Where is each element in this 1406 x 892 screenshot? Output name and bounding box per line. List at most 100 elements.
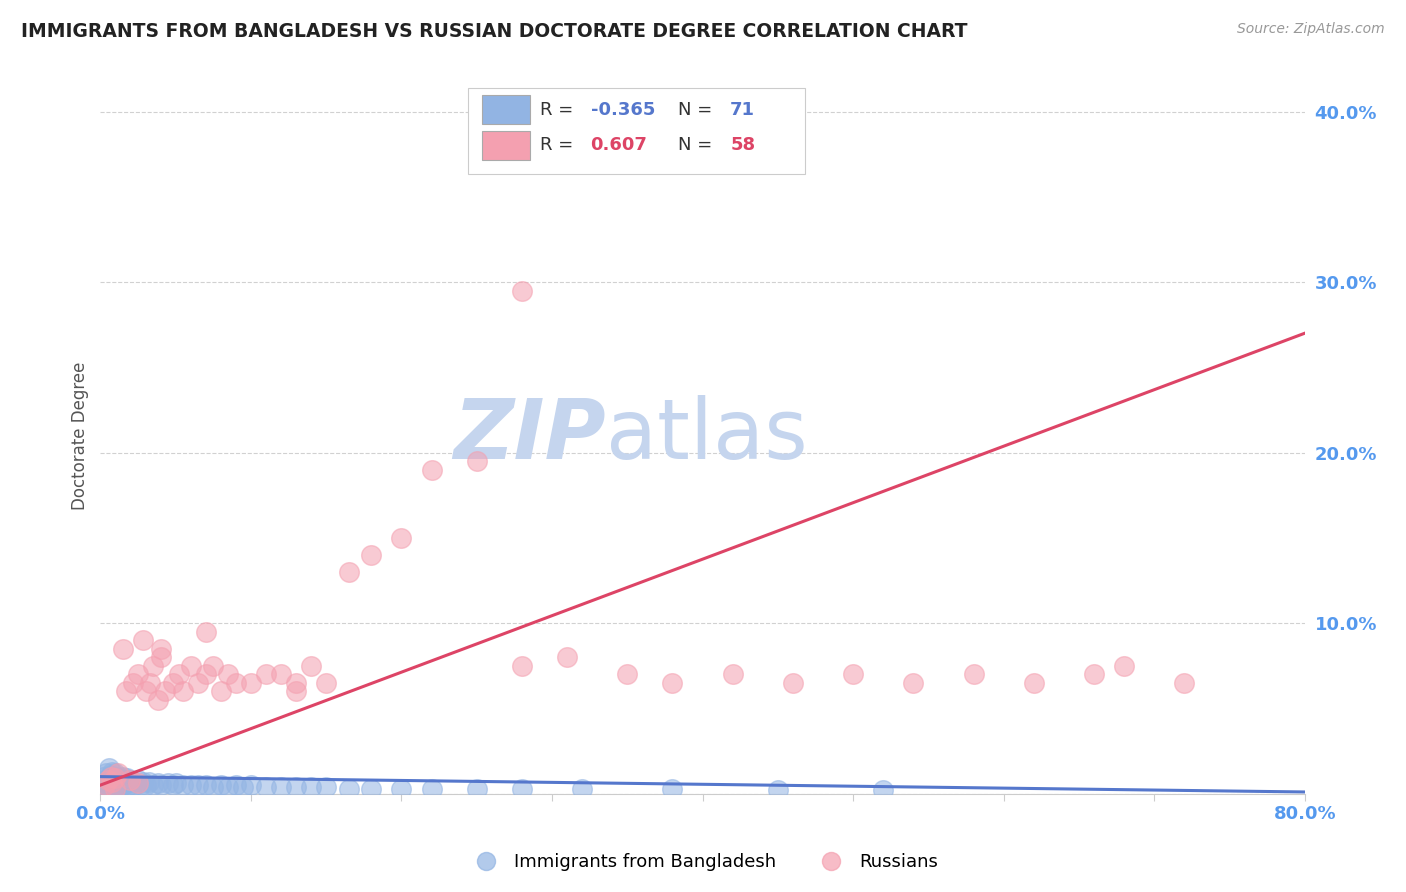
Point xyxy=(107,776,129,790)
Legend: Immigrants from Bangladesh, Russians: Immigrants from Bangladesh, Russians xyxy=(460,847,946,879)
Text: -0.365: -0.365 xyxy=(591,101,655,119)
Point xyxy=(100,778,122,792)
Text: atlas: atlas xyxy=(606,395,808,476)
Point xyxy=(510,284,533,298)
Point xyxy=(120,772,142,787)
Point xyxy=(157,776,180,790)
Point xyxy=(285,676,308,690)
Point xyxy=(97,780,120,794)
Point xyxy=(239,778,262,792)
Point xyxy=(225,676,247,690)
Point xyxy=(962,667,984,681)
Point xyxy=(285,780,308,794)
Point xyxy=(104,781,127,796)
Point xyxy=(315,676,337,690)
Point xyxy=(217,780,239,794)
Point xyxy=(162,676,184,690)
Point xyxy=(97,772,120,786)
Point xyxy=(766,783,789,797)
Point xyxy=(209,778,232,792)
Point xyxy=(420,463,443,477)
Point xyxy=(124,778,146,792)
Point xyxy=(661,781,683,796)
Point xyxy=(96,766,118,780)
Y-axis label: Doctorate Degree: Doctorate Degree xyxy=(72,361,89,509)
Point xyxy=(100,768,122,782)
Point xyxy=(162,778,184,792)
Point xyxy=(115,776,138,790)
Point xyxy=(239,676,262,690)
Point xyxy=(139,676,162,690)
Point xyxy=(315,780,337,794)
Point xyxy=(138,774,160,789)
Point xyxy=(153,684,176,698)
Text: N =: N = xyxy=(679,101,718,119)
Point xyxy=(131,774,153,789)
Point xyxy=(165,776,187,790)
Point xyxy=(465,781,488,796)
Point xyxy=(270,780,292,794)
Point xyxy=(194,667,217,681)
Text: R =: R = xyxy=(540,101,579,119)
Point xyxy=(465,454,488,468)
Text: R =: R = xyxy=(540,136,585,154)
Point xyxy=(104,774,127,789)
Point xyxy=(172,684,194,698)
Point xyxy=(299,780,322,794)
Point xyxy=(254,667,277,681)
Point xyxy=(101,774,124,789)
Point xyxy=(110,776,132,790)
Point xyxy=(122,676,145,690)
Point xyxy=(270,667,292,681)
Point xyxy=(903,676,925,690)
Point xyxy=(107,770,129,784)
Point xyxy=(167,667,190,681)
Point xyxy=(90,778,112,792)
Point xyxy=(97,772,120,787)
Point xyxy=(337,565,360,579)
Point xyxy=(232,780,254,794)
Text: 0.607: 0.607 xyxy=(591,136,647,154)
Point xyxy=(105,772,128,786)
Point xyxy=(101,776,124,790)
Point xyxy=(194,778,217,792)
Point xyxy=(571,781,593,796)
Text: ZIP: ZIP xyxy=(454,395,606,476)
Point xyxy=(96,776,118,790)
Point xyxy=(1022,676,1045,690)
Point xyxy=(120,772,142,787)
Point xyxy=(94,778,117,792)
Text: N =: N = xyxy=(679,136,718,154)
Point xyxy=(510,781,533,796)
Point xyxy=(100,770,122,784)
Bar xyxy=(482,95,530,124)
Point xyxy=(111,778,134,792)
Point xyxy=(194,624,217,639)
Point xyxy=(782,676,804,690)
Point xyxy=(122,774,145,789)
Point xyxy=(616,667,638,681)
Point xyxy=(98,774,121,789)
Point xyxy=(1083,667,1105,681)
Point xyxy=(142,658,165,673)
Point xyxy=(391,781,413,796)
Point xyxy=(118,778,141,792)
Point xyxy=(337,781,360,796)
Point xyxy=(202,658,225,673)
Point xyxy=(661,676,683,690)
Point xyxy=(209,684,232,698)
Point xyxy=(129,778,152,792)
Point xyxy=(180,778,202,792)
Point xyxy=(1112,658,1135,673)
Point xyxy=(872,783,894,797)
Point xyxy=(114,772,136,787)
Point xyxy=(149,641,172,656)
Point xyxy=(93,770,115,784)
Point xyxy=(115,684,138,698)
Point xyxy=(111,641,134,656)
Point xyxy=(134,684,156,698)
Text: 58: 58 xyxy=(730,136,755,154)
Point xyxy=(127,772,149,787)
Point xyxy=(127,667,149,681)
Point xyxy=(121,780,143,794)
